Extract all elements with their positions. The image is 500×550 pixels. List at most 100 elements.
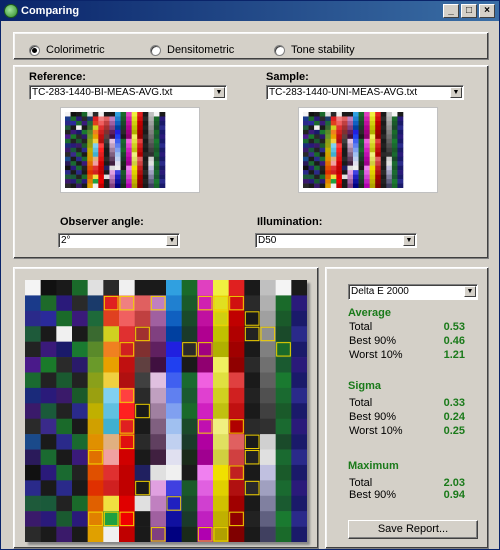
color-patch xyxy=(81,120,88,126)
color-patch xyxy=(109,112,116,117)
color-patch xyxy=(119,387,135,404)
color-patch xyxy=(386,138,393,144)
color-patch xyxy=(319,147,326,153)
color-patch xyxy=(341,147,348,153)
color-patch xyxy=(131,156,138,162)
color-patch xyxy=(87,280,104,296)
sample-file-select[interactable]: TC-283-1440-UNI-MEAS-AVG.txt ▼ xyxy=(266,85,464,100)
color-patch xyxy=(260,357,276,373)
color-patch xyxy=(358,138,365,144)
reference-file-select[interactable]: TC-283-1440-BI-MEAS-AVG.txt ▼ xyxy=(29,85,227,100)
radio-dot-densitometric[interactable] xyxy=(150,44,161,56)
color-patch xyxy=(303,156,309,162)
radio-dot-tone-stability[interactable] xyxy=(274,44,285,56)
illumination-select[interactable]: D50 ▼ xyxy=(255,233,417,248)
color-patch xyxy=(341,134,348,140)
color-patch xyxy=(120,156,127,162)
color-patch xyxy=(92,120,99,126)
color-patch xyxy=(275,434,292,450)
color-patch xyxy=(197,357,214,373)
color-patch xyxy=(181,480,198,497)
color-patch xyxy=(70,125,77,131)
color-patch xyxy=(213,526,229,543)
color-patch xyxy=(397,179,404,184)
color-patch xyxy=(228,526,245,543)
chevron-down-icon[interactable]: ▼ xyxy=(450,87,462,98)
color-patch xyxy=(391,174,398,180)
color-patch xyxy=(126,134,132,140)
metric-select[interactable]: Delta E 2000 ▼ xyxy=(348,284,478,300)
color-patch xyxy=(181,434,198,450)
color-patch xyxy=(228,341,245,358)
stat-sigma-best90: Best 90% 0.24 xyxy=(349,411,465,423)
color-patch xyxy=(314,143,320,149)
color-patch xyxy=(391,143,398,149)
color-patch xyxy=(137,129,144,135)
color-patch xyxy=(134,310,151,327)
color-patch xyxy=(87,372,104,389)
color-patch xyxy=(319,161,326,166)
color-patch xyxy=(119,495,135,512)
color-patch xyxy=(150,403,167,419)
color-patch xyxy=(260,511,276,527)
color-patch xyxy=(336,174,343,180)
color-patch xyxy=(159,174,166,180)
color-patch xyxy=(40,418,57,435)
color-patch xyxy=(115,116,121,122)
maximize-icon[interactable]: □ xyxy=(461,4,477,18)
color-patch xyxy=(137,116,144,122)
color-patch xyxy=(336,165,343,171)
color-patch xyxy=(40,280,57,296)
color-patch xyxy=(25,372,41,389)
color-patch xyxy=(181,511,198,527)
color-patch xyxy=(314,156,320,162)
color-patch xyxy=(319,112,326,117)
chevron-down-icon[interactable]: ▼ xyxy=(403,235,415,246)
color-patch xyxy=(70,179,77,184)
chevron-down-icon[interactable]: ▼ xyxy=(464,286,476,297)
stat-maximum-total: Total 2.03 xyxy=(349,477,465,489)
color-patch xyxy=(369,183,376,188)
color-patch xyxy=(330,161,337,166)
color-patch xyxy=(87,152,94,158)
color-patch xyxy=(325,179,332,184)
color-patch xyxy=(347,138,354,144)
chevron-down-icon[interactable]: ▼ xyxy=(213,87,225,98)
color-patch xyxy=(308,138,315,144)
minimize-icon[interactable]: _ xyxy=(443,4,459,18)
radio-colorimetric[interactable]: Colorimetric xyxy=(29,44,105,56)
color-patch xyxy=(65,138,71,144)
color-patch xyxy=(76,156,82,162)
color-patch xyxy=(148,170,155,175)
color-patch xyxy=(391,116,398,122)
radio-densitometric[interactable]: Densitometric xyxy=(150,44,234,56)
color-patch xyxy=(56,295,73,312)
color-patch xyxy=(72,464,88,481)
color-patch xyxy=(341,112,348,117)
color-patch xyxy=(391,170,398,175)
color-patch xyxy=(115,143,121,149)
color-patch xyxy=(364,183,370,188)
color-patch xyxy=(330,174,337,180)
color-patch xyxy=(336,116,343,122)
color-patch xyxy=(386,116,393,122)
color-patch xyxy=(115,134,121,140)
close-icon[interactable]: × xyxy=(479,4,495,18)
color-patch xyxy=(25,295,41,312)
radio-dot-colorimetric[interactable] xyxy=(29,44,40,56)
patch-difference-marker xyxy=(150,295,166,311)
color-patch xyxy=(314,147,320,153)
color-patch xyxy=(391,134,398,140)
color-patch xyxy=(369,152,376,158)
color-patch xyxy=(131,116,138,122)
color-patch xyxy=(291,341,308,358)
observer-angle-select[interactable]: 2° ▼ xyxy=(58,233,180,248)
color-patch xyxy=(375,170,382,175)
save-report-button[interactable]: Save Report... xyxy=(348,520,478,539)
color-patch xyxy=(70,170,77,175)
color-patch xyxy=(244,280,261,296)
chevron-down-icon[interactable]: ▼ xyxy=(166,235,178,246)
radio-tone-stability[interactable]: Tone stability xyxy=(274,44,355,56)
color-patch xyxy=(330,125,337,131)
color-patch xyxy=(159,161,166,166)
